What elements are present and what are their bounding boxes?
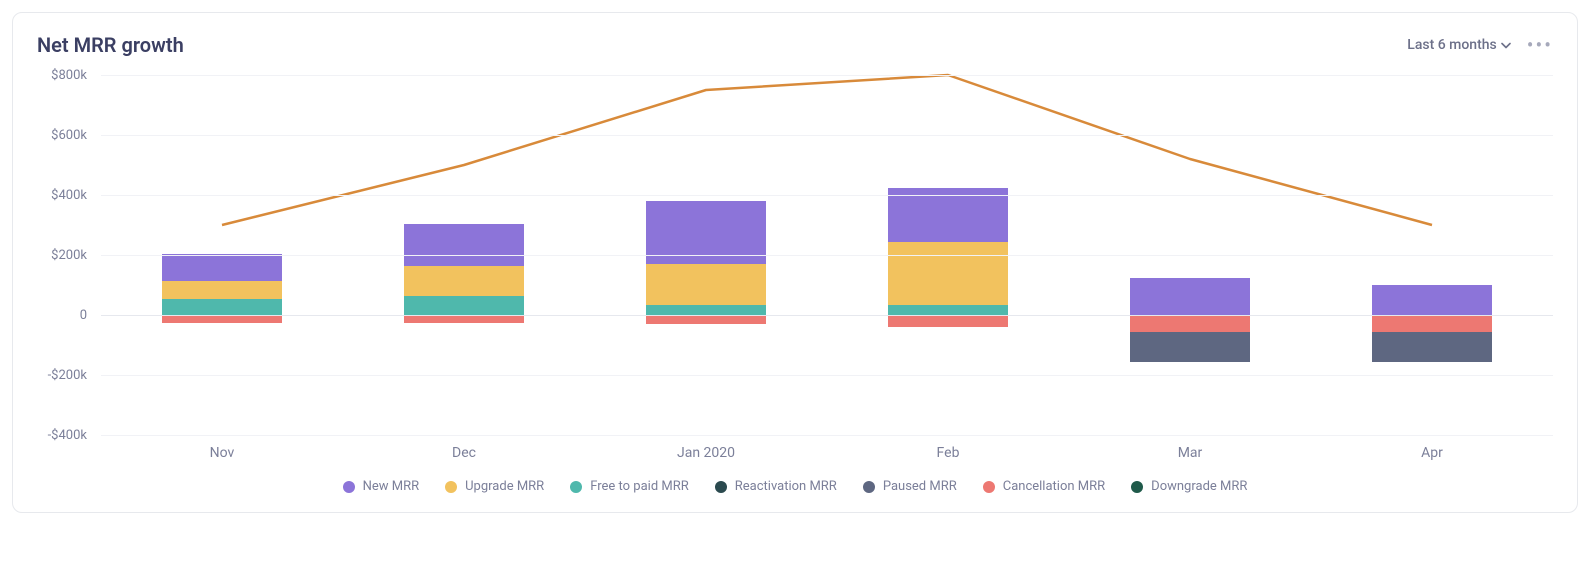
legend-swatch [863,481,875,493]
legend-label: New MRR [363,479,420,494]
legend-swatch [445,481,457,493]
legend-item-upgrade[interactable]: Upgrade MRR [445,479,544,494]
x-tick: Nov [101,445,343,461]
legend-item-free_to_paid[interactable]: Free to paid MRR [570,479,689,494]
legend-label: Upgrade MRR [465,479,544,494]
legend-swatch [715,481,727,493]
more-options-button[interactable]: ••• [1527,35,1553,55]
legend-item-reactivation[interactable]: Reactivation MRR [715,479,837,494]
legend-swatch [343,481,355,493]
x-tick: Apr [1311,445,1553,461]
chevron-down-icon [1501,42,1511,49]
card-header: Net MRR growth Last 6 months ••• [37,33,1553,57]
x-tick: Jan 2020 [585,445,827,461]
gridline [101,195,1553,196]
gridline [101,375,1553,376]
legend: New MRR Upgrade MRR Free to paid MRR Reacti… [37,479,1553,494]
x-tick: Dec [343,445,585,461]
card-title: Net MRR growth [37,33,184,57]
legend-item-paused[interactable]: Paused MRR [863,479,957,494]
gridline [101,135,1553,136]
legend-label: Free to paid MRR [590,479,689,494]
x-axis: NovDecJan 2020FebMarApr [37,445,1553,461]
legend-item-cancellation[interactable]: Cancellation MRR [983,479,1105,494]
time-range-label: Last 6 months [1407,37,1496,53]
legend-label: Reactivation MRR [735,479,837,494]
x-tick: Mar [1069,445,1311,461]
time-range-dropdown[interactable]: Last 6 months [1407,37,1510,53]
legend-swatch [983,481,995,493]
legend-item-downgrade[interactable]: Downgrade MRR [1131,479,1247,494]
plot-area [101,75,1553,435]
zero-gridline [101,315,1553,316]
gridline [101,435,1553,436]
header-controls: Last 6 months ••• [1407,35,1553,55]
gridline [101,75,1553,76]
mrr-growth-card: Net MRR growth Last 6 months ••• $800k$6… [12,12,1578,513]
y-axis: $800k$600k$400k$200k0-$200k-$400k [37,75,101,435]
x-tick: Feb [827,445,1069,461]
chart-area: $800k$600k$400k$200k0-$200k-$400k [37,75,1553,435]
legend-label: Downgrade MRR [1151,479,1247,494]
trend-polyline [222,75,1432,225]
legend-swatch [570,481,582,493]
gridline [101,255,1553,256]
legend-swatch [1131,481,1143,493]
legend-label: Paused MRR [883,479,957,494]
legend-label: Cancellation MRR [1003,479,1105,494]
legend-item-new[interactable]: New MRR [343,479,420,494]
